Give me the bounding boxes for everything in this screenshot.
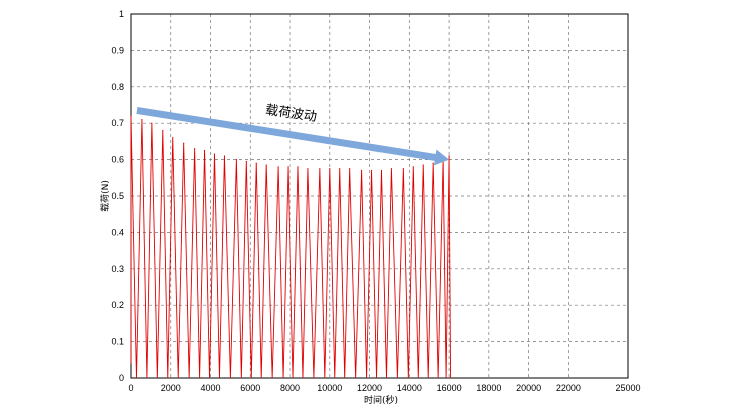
peak-point: [287, 166, 289, 168]
x-tick-label: 4000: [201, 383, 221, 393]
annotation-label: 载荷波动: [264, 103, 318, 125]
x-tick-label: 6000: [240, 383, 260, 393]
peak-point: [203, 149, 206, 152]
peak-point: [339, 168, 341, 170]
x-tick-label: 18000: [476, 383, 501, 393]
peak-point: [194, 148, 196, 150]
y-tick-label: 0.9: [111, 45, 124, 55]
x-tick-labels: 0 2000 4000 6000 8000 10000 12000 14000 16000 180…: [128, 383, 640, 393]
load-series-line: [130, 115, 452, 379]
x-tick-label: 16000: [437, 383, 462, 393]
peak-point: [319, 168, 321, 170]
y-tick-label: 0.4: [111, 227, 124, 237]
x-tick-label: 12000: [357, 383, 382, 393]
peak-point: [277, 166, 279, 168]
peak-point: [235, 159, 237, 161]
peak-point: [329, 168, 331, 170]
x-tick-label: 10000: [317, 383, 342, 393]
y-tick-label: 0: [119, 373, 124, 383]
peak-point: [255, 162, 257, 164]
y-tick-label: 0.5: [111, 191, 124, 201]
peak-point: [130, 115, 132, 117]
peak-point: [162, 129, 164, 132]
y-tick-label: 0.6: [111, 155, 124, 165]
load-chart: 0 0.1 0.2 0.3 0.4 0.5 0.6 0.7 0.8 0.9 1 0 2000 4000 6…: [100, 9, 641, 406]
x-tick-label: 8000: [280, 383, 300, 393]
y-tick-label: 0.2: [111, 300, 124, 310]
peak-point: [151, 122, 153, 124]
y-axis-title: 载荷(N): [100, 180, 111, 212]
peak-point: [141, 118, 143, 121]
x-axis-title: 时间(秒): [364, 394, 398, 406]
peak-point: [422, 164, 424, 166]
y-tick-label: 1: [119, 9, 124, 19]
y-tick-label: 0.8: [111, 82, 124, 92]
peak-point: [223, 155, 226, 157]
x-tick-label: 20000: [516, 383, 541, 393]
y-tick-label: 0.3: [111, 264, 124, 274]
x-tick-label: 0: [128, 383, 133, 393]
peak-point: [172, 137, 174, 139]
peak-point: [349, 168, 351, 170]
x-tick-label: 14000: [397, 383, 422, 393]
y-tick-label: 0.7: [111, 118, 124, 128]
x-tick-label: 22000: [556, 383, 581, 393]
peak-point: [432, 162, 434, 164]
chart-frame: 0 0.1 0.2 0.3 0.4 0.5 0.6 0.7 0.8 0.9 1 0 2000 4000 6…: [100, 0, 642, 412]
peak-point: [361, 169, 363, 172]
x-tick-label: 25000: [615, 383, 640, 393]
peak-point: [390, 168, 393, 170]
peak-point: [183, 142, 185, 144]
peak-point: [297, 166, 299, 168]
peak-point: [265, 164, 267, 166]
trend-arrow: [136, 107, 450, 166]
peak-point: [412, 166, 414, 168]
peak-point: [307, 168, 309, 170]
y-tick-label: 0.1: [111, 337, 124, 347]
peak-point: [402, 168, 404, 170]
peak-point: [380, 169, 383, 172]
peak-point: [213, 153, 216, 155]
y-tick-labels: 0 0.1 0.2 0.3 0.4 0.5 0.6 0.7 0.8 0.9 1: [111, 9, 124, 383]
peak-point: [448, 155, 450, 157]
x-tick-label: 2000: [161, 383, 181, 393]
peak-point: [370, 169, 373, 172]
peak-point: [245, 160, 247, 163]
